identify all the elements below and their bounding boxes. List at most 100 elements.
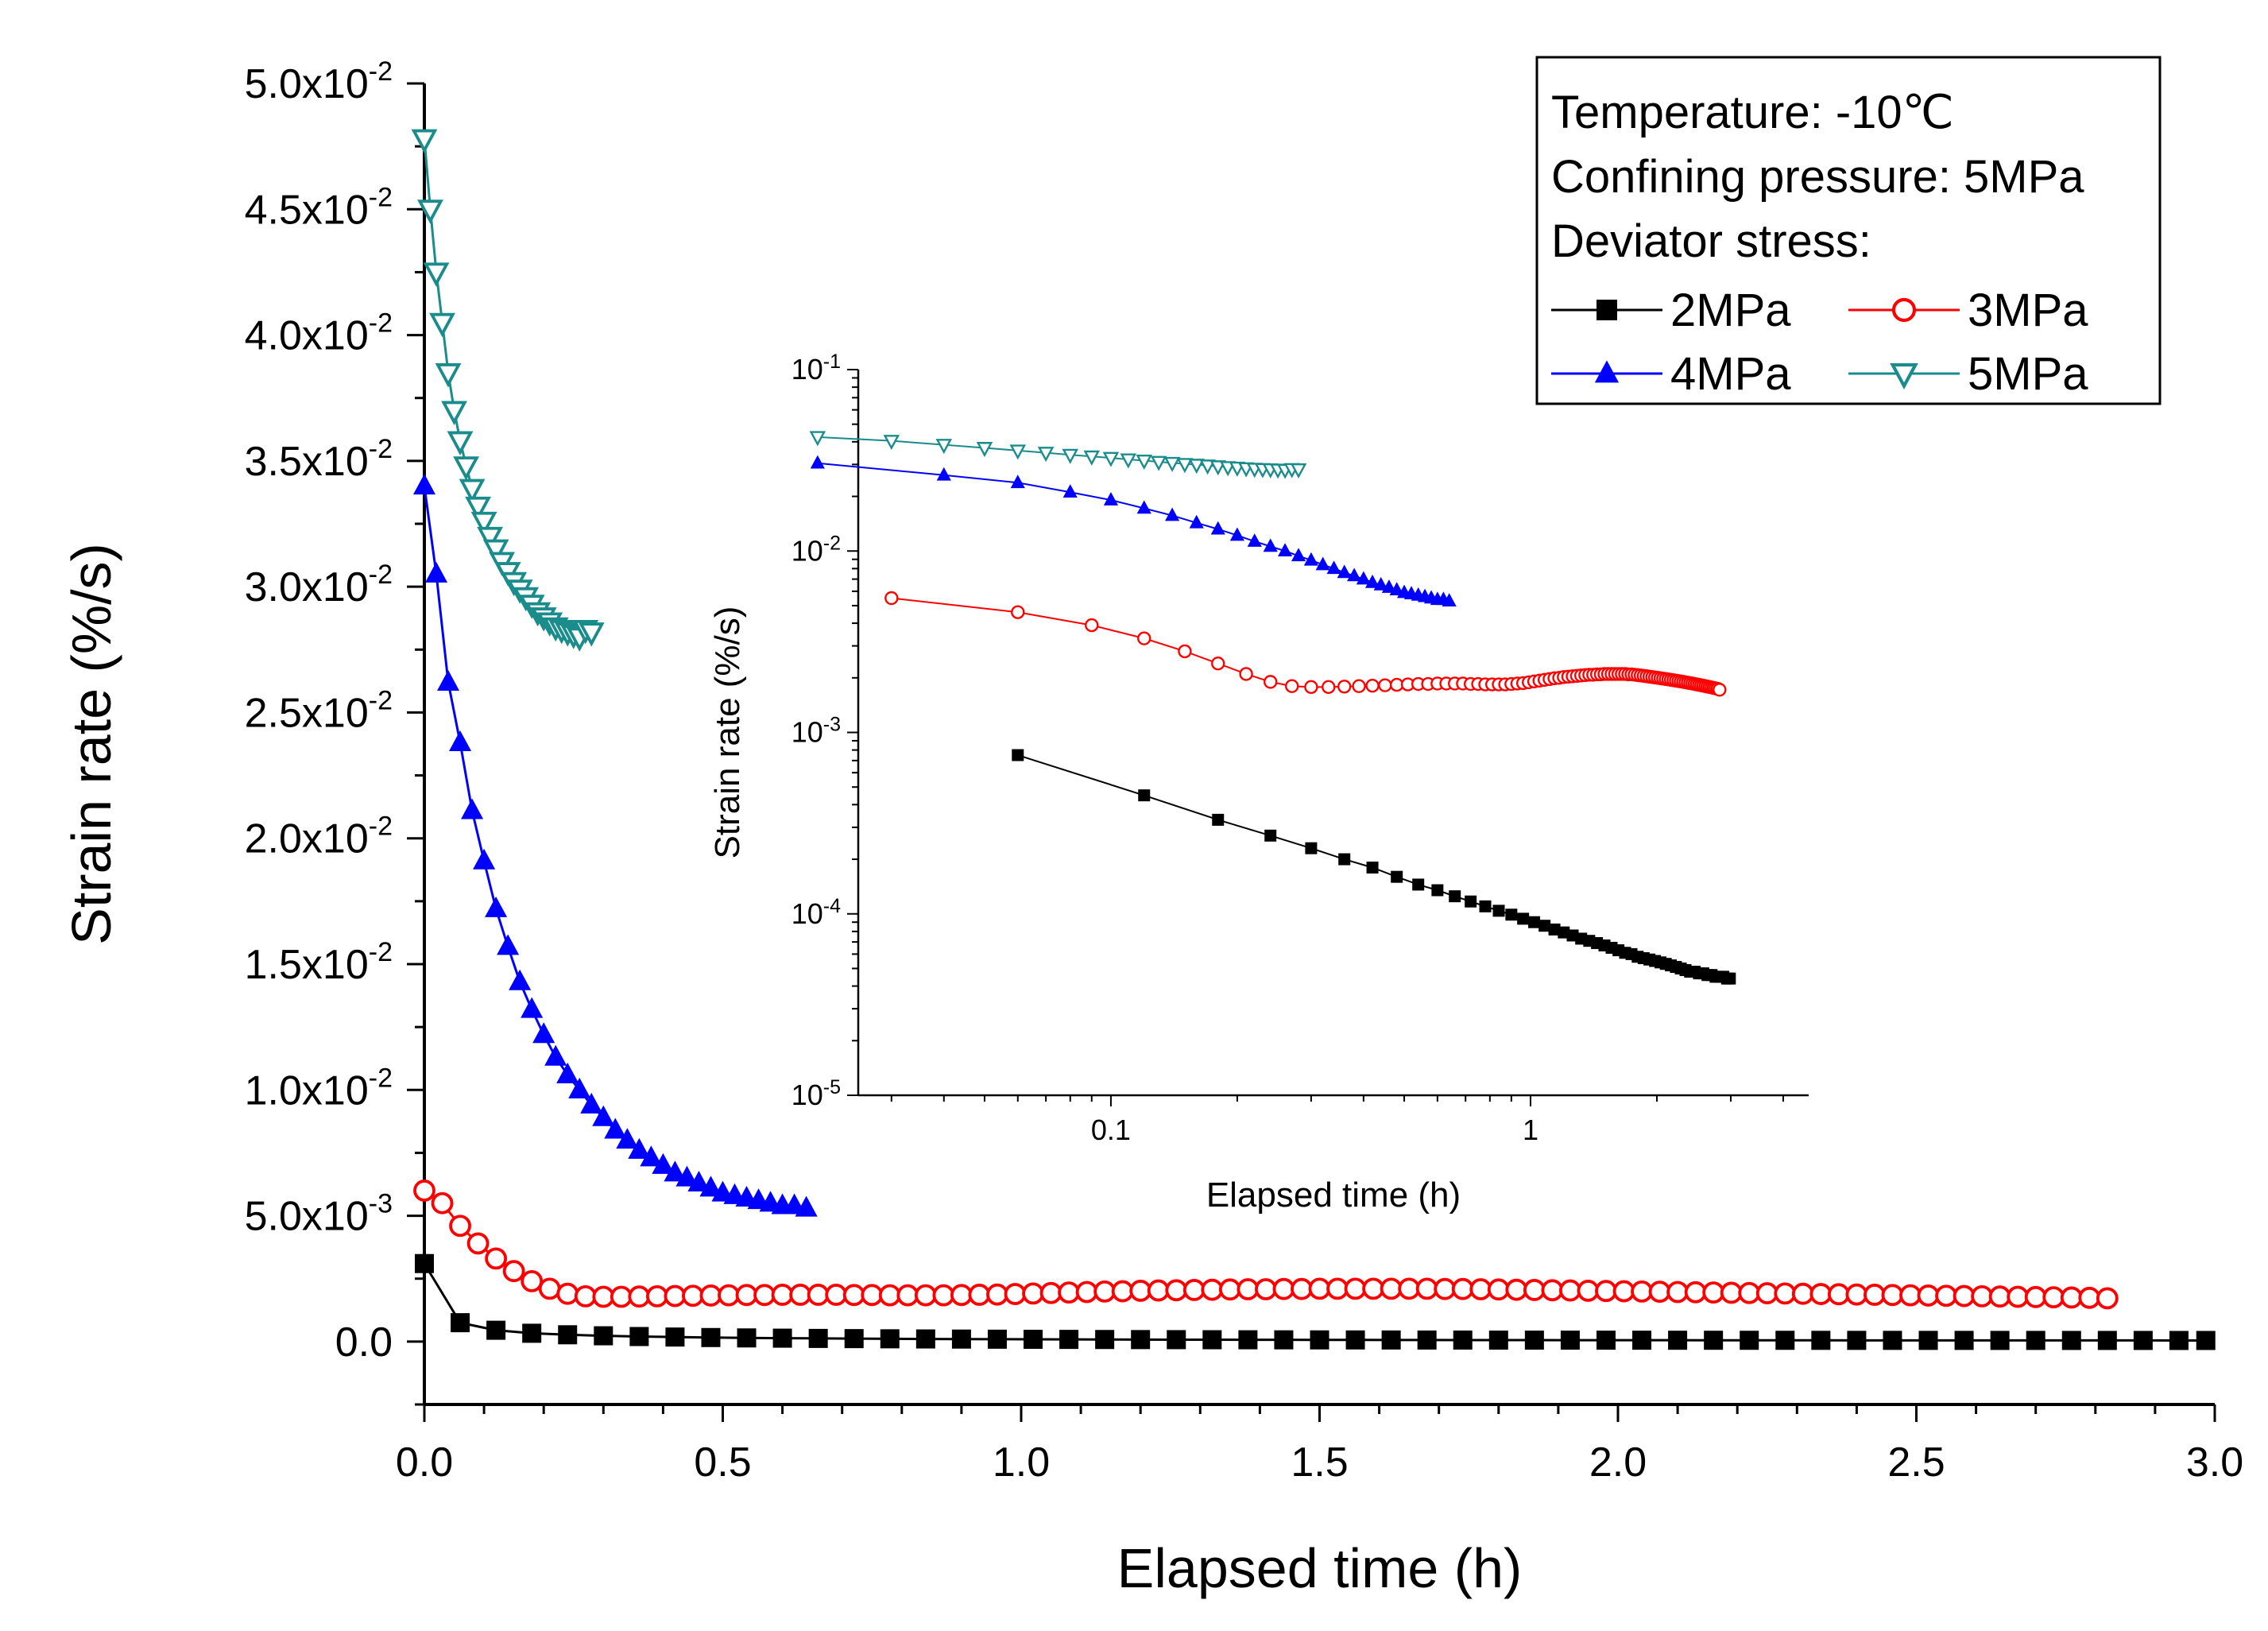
main-data-point (2196, 1331, 2216, 1350)
main-data-point (1238, 1330, 1258, 1350)
main-data-point (1595, 1280, 1617, 1303)
main-data-point (568, 1077, 591, 1098)
inset-data-point (1431, 884, 1444, 897)
main-y-tick-exponent: -2 (369, 56, 393, 87)
main-data-point (2042, 1286, 2065, 1309)
main-data-point (1631, 1280, 1653, 1303)
inset-data-point (1492, 905, 1505, 917)
main-data-point (449, 730, 472, 751)
legend-label: 4MPa (1670, 348, 1791, 400)
inset-series-5MPa (809, 431, 1307, 479)
main-data-point (1847, 1331, 1867, 1350)
main-data-point (1147, 1279, 1170, 1302)
main-data-point (1058, 1281, 1080, 1304)
main-y-tick-base: 3.0x10 (245, 564, 369, 610)
inset-series-4MPa (810, 455, 1457, 606)
main-data-point (844, 1329, 864, 1349)
inset-data-point (1365, 678, 1380, 693)
main-y-tick-exponent: -2 (369, 937, 393, 967)
main-x-tick-label: 2.0 (1589, 1439, 1647, 1486)
main-data-point (1380, 1277, 1403, 1300)
main-data-point (687, 1170, 710, 1191)
inset-data-point (1178, 644, 1192, 659)
main-x-tick-label: 1.5 (1291, 1439, 1348, 1486)
main-data-point (1004, 1283, 1027, 1305)
main-data-point (556, 1282, 579, 1305)
main-data-point (628, 1137, 651, 1159)
main-data-point (447, 431, 474, 455)
inset-data-point (1012, 749, 1024, 761)
main-data-point (616, 1128, 639, 1149)
main-data-point (1541, 1279, 1564, 1302)
main-data-point (629, 1327, 649, 1346)
main-data-point (753, 1284, 776, 1307)
inset-y-tick-label: 10-5 (791, 1076, 841, 1111)
main-data-point (1488, 1331, 1508, 1350)
inset-data-point (1120, 453, 1137, 469)
inset-data-point (810, 455, 825, 469)
main-data-point (915, 1329, 935, 1349)
main-data-point (1165, 1279, 1188, 1302)
legend-label: 2MPa (1670, 285, 1791, 336)
main-data-point (664, 1160, 687, 1182)
inset-data-point (1210, 521, 1225, 535)
inset-data-point (1389, 582, 1404, 596)
main-data-point (825, 1284, 848, 1306)
inset-data-point (1291, 548, 1306, 562)
inset-data-point (1724, 972, 1736, 985)
main-data-point (1811, 1331, 1831, 1350)
inset-data-point (1356, 571, 1371, 585)
main-data-point (1755, 1282, 1778, 1304)
main-data-point (1505, 1278, 1528, 1301)
main-data-point (1954, 1331, 1974, 1350)
legend-note-line: Temperature: -10℃ (1551, 87, 1954, 138)
main-data-point (1738, 1281, 1761, 1304)
main-data-point (652, 1153, 675, 1174)
main-data-point (538, 1277, 561, 1300)
legend-entry-2MPa: 2MPa (1551, 285, 1791, 336)
main-data-point (1095, 1330, 1115, 1350)
main-data-point (1039, 1281, 1062, 1304)
legend-swatch-marker (1594, 360, 1620, 383)
inset-y-tick-base: 10 (791, 353, 823, 385)
main-data-point (424, 561, 448, 583)
inset-y-tick-base: 10 (791, 897, 823, 930)
main-data-point (594, 1326, 613, 1346)
main-data-point (1845, 1283, 1868, 1306)
legend-entry-4MPa: 4MPa (1551, 348, 1791, 400)
main-data-point (986, 1283, 1008, 1306)
inset-data-point (1083, 450, 1101, 466)
main-data-point (1131, 1330, 1151, 1350)
main-data-point (1218, 1278, 1241, 1301)
main-data-point (1791, 1282, 1814, 1305)
legend-note-line: Deviator stress: (1551, 215, 1871, 267)
main-data-point (556, 1062, 579, 1083)
main-data-point (1022, 1282, 1044, 1305)
inset-data-point (1176, 458, 1194, 474)
main-data-point (771, 1284, 794, 1306)
main-data-point (665, 1327, 685, 1347)
main-y-tick-exponent: -2 (369, 685, 393, 715)
main-data-point (449, 1215, 471, 1238)
main-data-point (429, 312, 455, 338)
main-data-point (675, 1165, 699, 1187)
main-data-point (441, 401, 467, 425)
main-data-point (1274, 1330, 1294, 1350)
main-y-tick-label: 4.5x10-2 (245, 182, 393, 233)
main-data-point (1182, 1279, 1206, 1301)
main-y-tick-exponent: -2 (369, 812, 393, 842)
inset-data-point (1352, 679, 1366, 693)
main-data-point (482, 539, 509, 564)
main-data-point (1864, 1284, 1886, 1306)
main-data-point (1024, 1330, 1043, 1350)
main-data-point (1111, 1280, 1134, 1303)
main-data-point (1417, 1330, 1437, 1350)
inset-y-tick-base: 10 (791, 534, 823, 567)
main-data-point (2078, 1286, 2101, 1309)
main-data-point (772, 1328, 792, 1348)
inset-data-point (1037, 447, 1055, 463)
main-data-point (459, 478, 486, 504)
main-data-point (645, 1284, 668, 1308)
main-axes: 0.0 0.5 1.0 1.5 2.0 2.5 3.00.05.0x10-31.0x10-2… (245, 56, 2244, 1486)
main-x-tick-label: 0.5 (694, 1439, 751, 1486)
